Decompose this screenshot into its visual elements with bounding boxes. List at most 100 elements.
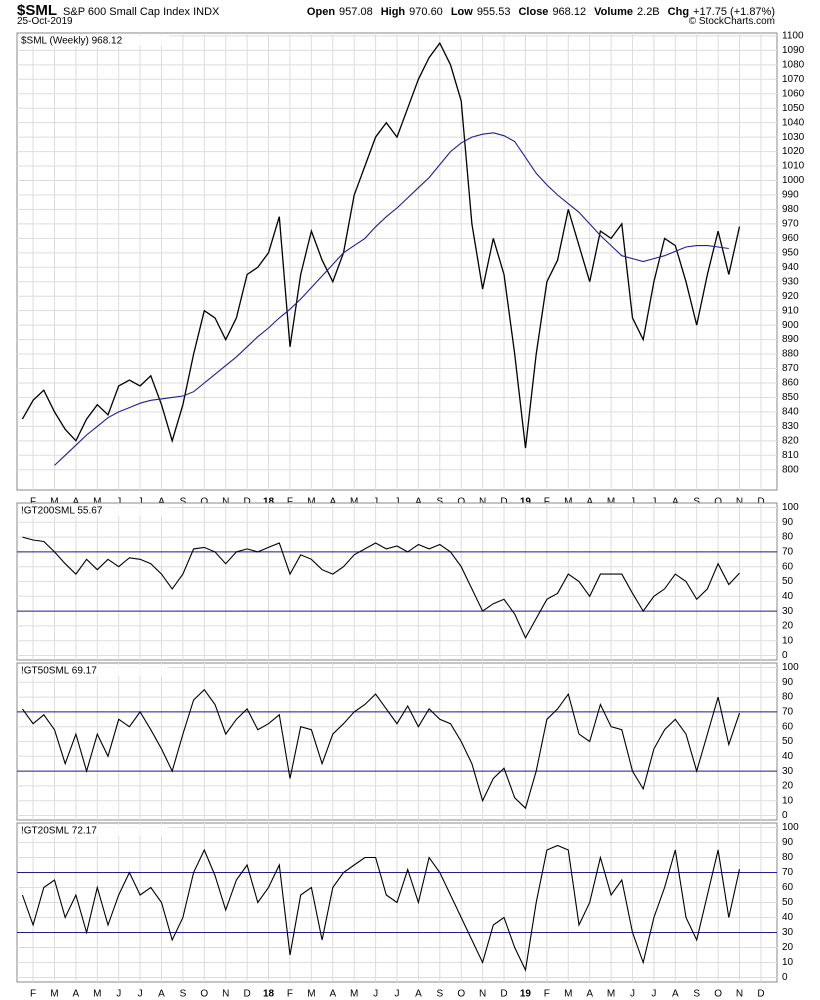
y-tick-label: 90 bbox=[782, 837, 794, 848]
data-line bbox=[21, 688, 741, 810]
y-tick-label: 910 bbox=[782, 305, 799, 316]
x-tick-label: 19 bbox=[520, 989, 532, 1000]
y-tick-label: 70 bbox=[782, 867, 794, 878]
y-tick-label: 60 bbox=[782, 721, 794, 732]
x-tick-label: N bbox=[736, 497, 743, 508]
x-tick-label: F bbox=[287, 989, 293, 1000]
x-tick-label: J bbox=[138, 989, 143, 1000]
y-tick-label: 1030 bbox=[782, 132, 805, 143]
y-tick-label: 1070 bbox=[782, 74, 805, 85]
y-tick-label: 1080 bbox=[782, 59, 805, 70]
y-tick-label: 1020 bbox=[782, 146, 805, 157]
y-tick-label: 1010 bbox=[782, 161, 805, 172]
x-tick-label: M bbox=[350, 497, 358, 508]
y-tick-label: 870 bbox=[782, 363, 799, 374]
y-tick-label: 50 bbox=[782, 897, 794, 908]
y-tick-label: 70 bbox=[782, 707, 794, 718]
quote-label: Open bbox=[306, 6, 336, 18]
y-tick-label: 10 bbox=[782, 957, 794, 968]
x-tick-label: M bbox=[350, 989, 358, 1000]
y-tick-label: 80 bbox=[782, 852, 794, 863]
y-tick-label: 1060 bbox=[782, 88, 805, 99]
x-tick-label: A bbox=[415, 497, 422, 508]
data-line bbox=[22, 536, 740, 640]
x-tick-label: J bbox=[395, 989, 400, 1000]
quote-value: 957.08 bbox=[339, 6, 373, 18]
panel-title: !GT20SML 72.17 bbox=[21, 826, 97, 837]
x-tick-label: D bbox=[757, 497, 764, 508]
x-tick-label: M bbox=[564, 989, 572, 1000]
exchange: INDX bbox=[193, 6, 220, 18]
index-name: S&P 600 Small Cap Index bbox=[63, 6, 190, 18]
quote-value: 2.2B bbox=[637, 6, 660, 18]
x-tick-label: N bbox=[479, 497, 486, 508]
x-tick-label: M bbox=[607, 989, 615, 1000]
x-tick-label: D bbox=[500, 989, 507, 1000]
x-tick-label: S bbox=[436, 497, 443, 508]
y-tick-label: 90 bbox=[782, 517, 794, 528]
x-tick-label: M bbox=[50, 497, 58, 508]
y-tick-label: 70 bbox=[782, 547, 794, 558]
y-tick-label: 80 bbox=[782, 692, 794, 703]
y-tick-label: 1100 bbox=[782, 31, 804, 42]
x-tick-label: A bbox=[586, 989, 593, 1000]
y-tick-label: 990 bbox=[782, 190, 799, 201]
quote-label: Chg bbox=[667, 6, 690, 18]
x-tick-label: S bbox=[180, 989, 187, 1000]
x-tick-label: J bbox=[116, 989, 121, 1000]
quote: Open 957.08 High 970.60 Low 955.53 Close 968.12… bbox=[303, 6, 775, 18]
x-tick-label: S bbox=[436, 989, 443, 1000]
y-tick-label: 50 bbox=[782, 736, 794, 747]
x-tick-label: M bbox=[564, 497, 572, 508]
x-tick-label: J bbox=[373, 989, 378, 1000]
x-tick-label: O bbox=[457, 497, 465, 508]
y-tick-label: 880 bbox=[782, 349, 799, 360]
x-tick-label: J bbox=[630, 497, 635, 508]
x-tick-label: A bbox=[329, 989, 336, 1000]
y-tick-label: 0 bbox=[782, 650, 788, 661]
y-tick-label: 40 bbox=[782, 751, 794, 762]
title-bg bbox=[19, 665, 169, 676]
data-line bbox=[21, 844, 741, 972]
title-bg bbox=[19, 505, 169, 516]
x-tick-label: A bbox=[672, 989, 679, 1000]
y-tick-label: 40 bbox=[782, 912, 794, 923]
x-tick-label: A bbox=[415, 989, 422, 1000]
y-tick-label: 90 bbox=[782, 677, 794, 688]
x-tick-label: A bbox=[158, 497, 165, 508]
x-tick-label: 18 bbox=[263, 497, 275, 508]
x-tick-label: M bbox=[307, 989, 315, 1000]
x-tick-label: A bbox=[329, 497, 336, 508]
y-tick-label: 0 bbox=[782, 810, 788, 821]
y-tick-label: 900 bbox=[782, 320, 799, 331]
y-tick-label: 1040 bbox=[782, 117, 805, 128]
x-tick-label: J bbox=[116, 497, 121, 508]
y-tick-label: 940 bbox=[782, 262, 799, 273]
y-tick-label: 60 bbox=[782, 882, 794, 893]
copyright: © StockCharts.com bbox=[688, 16, 775, 27]
y-tick-label: 930 bbox=[782, 276, 799, 287]
x-tick-label: O bbox=[714, 989, 722, 1000]
data-line bbox=[54, 132, 729, 466]
x-tick-label: S bbox=[180, 497, 187, 508]
y-tick-label: 30 bbox=[782, 606, 794, 617]
x-tick-label: F bbox=[30, 497, 36, 508]
y-tick-label: 950 bbox=[782, 247, 799, 258]
x-tick-label: J bbox=[138, 497, 143, 508]
quote-value: +17.75 (+1.87%) bbox=[693, 6, 775, 18]
x-tick-label: M bbox=[93, 497, 101, 508]
x-tick-label: A bbox=[73, 497, 80, 508]
y-tick-label: 860 bbox=[782, 378, 799, 389]
y-tick-label: 970 bbox=[782, 219, 799, 230]
panel-title: $SML (Weekly) 968.12 bbox=[21, 36, 123, 47]
x-tick-label: F bbox=[287, 497, 293, 508]
quote-value: 970.60 bbox=[409, 6, 443, 18]
y-tick-label: 20 bbox=[782, 621, 794, 632]
panel-title: !GT200SML 55.67 bbox=[21, 506, 103, 517]
y-tick-label: 10 bbox=[782, 635, 794, 646]
symbol: $SML bbox=[17, 2, 58, 19]
x-tick-label: F bbox=[544, 497, 550, 508]
x-tick-label: N bbox=[736, 989, 743, 1000]
